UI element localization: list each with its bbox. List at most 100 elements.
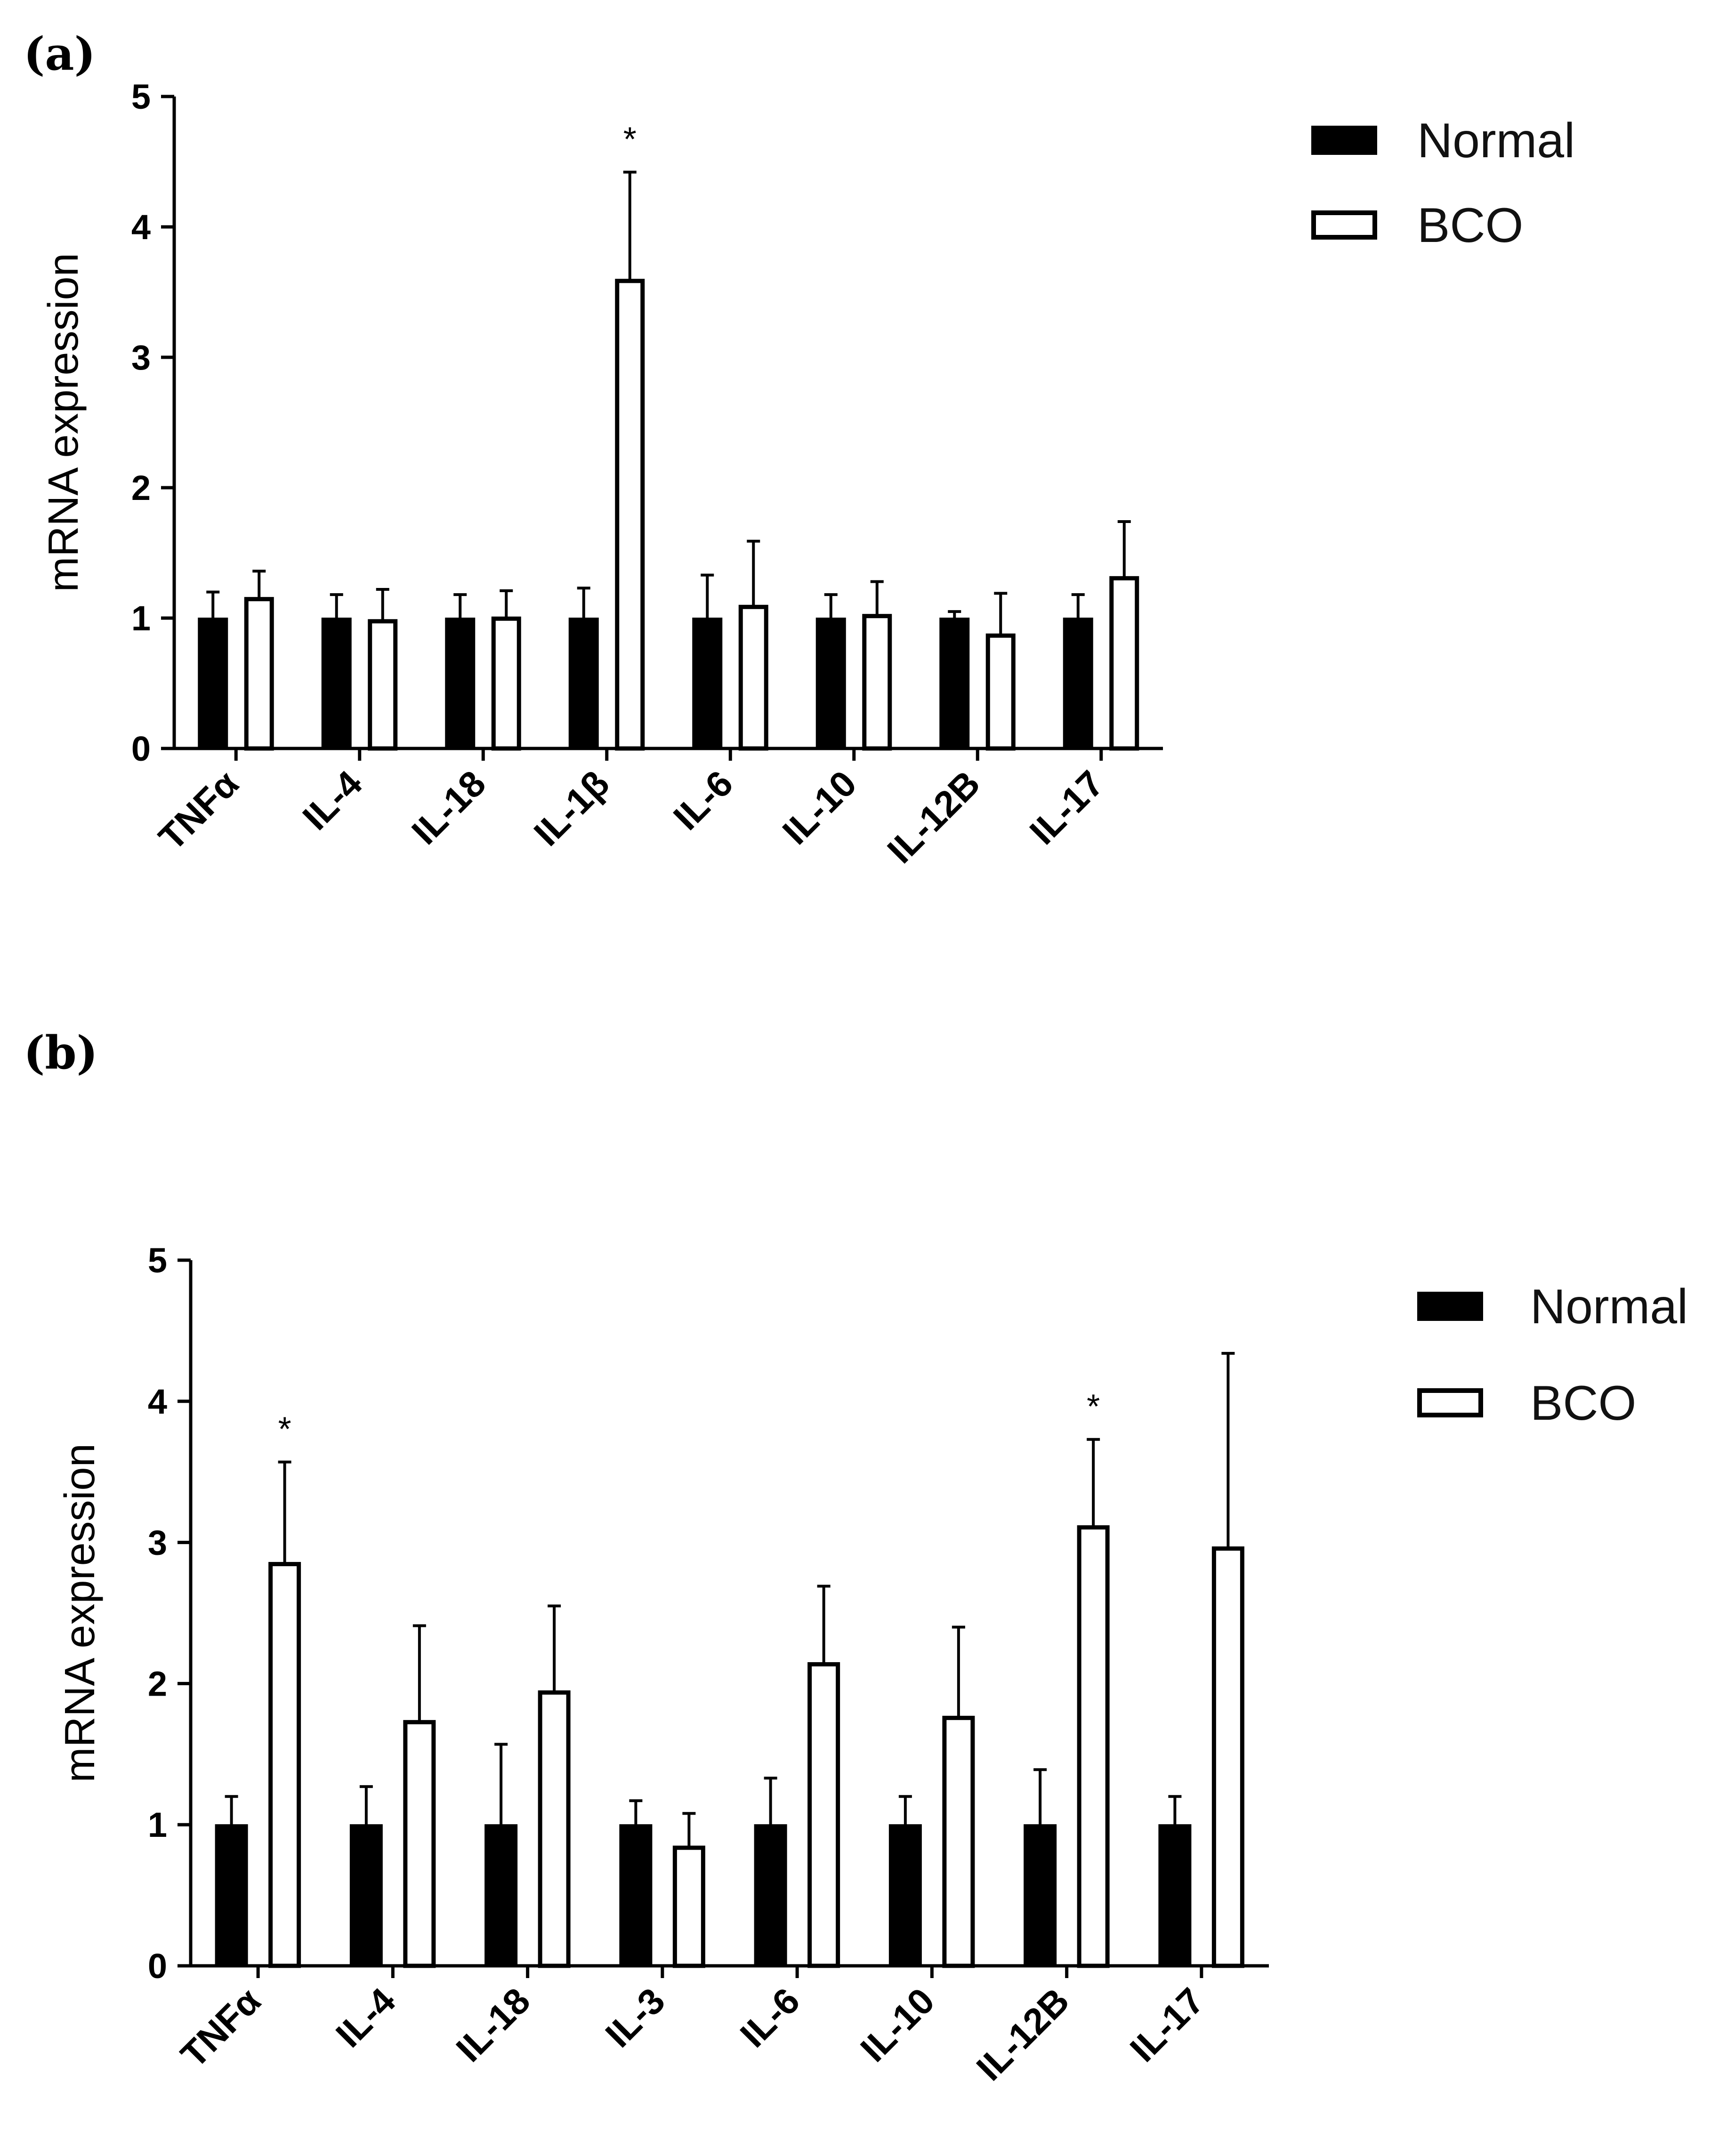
normal-bar-1 — [198, 618, 228, 749]
bco-error-bar-8 — [1117, 520, 1131, 577]
normal-error-bar-4 — [629, 1799, 643, 1825]
normal-error-bar-4 — [577, 587, 590, 618]
panel-b-legend: Normal BCO — [1417, 1279, 1688, 1431]
normal-error-bar-2 — [359, 1785, 373, 1825]
bco-error-bar-7 — [1087, 1438, 1100, 1526]
panel-a-bars — [198, 279, 1139, 751]
panel-a-legend-normal-swatch — [1311, 126, 1377, 155]
panel-a-legend-normal-label: Normal — [1417, 113, 1575, 168]
normal-bar-2 — [349, 1824, 383, 1966]
panel-a-y-ticks: 0 1 2 3 4 5 — [131, 77, 174, 768]
y-tick-label: 2 — [131, 468, 151, 507]
normal-error-bar-7 — [1033, 1768, 1047, 1825]
bco-error-bar-6 — [870, 580, 884, 614]
bco-bar-2 — [403, 1720, 436, 1968]
normal-error-bar-5 — [764, 1777, 777, 1825]
panel-a-legend-bco-label: BCO — [1417, 198, 1523, 253]
normal-bar-7 — [1024, 1824, 1057, 1966]
bco-bar-8 — [1211, 1546, 1244, 1968]
bco-error-bar-3 — [500, 589, 513, 617]
normal-error-bar-1 — [225, 1795, 238, 1825]
significance-star-1: * — [278, 1411, 291, 1448]
normal-error-bar-3 — [453, 593, 467, 618]
panel-a-legend-bco-swatch — [1311, 210, 1377, 240]
bco-error-bar-1 — [252, 570, 266, 597]
normal-bar-2 — [321, 618, 352, 749]
y-tick-label: 5 — [148, 1241, 167, 1280]
normal-error-bar-1 — [206, 590, 220, 618]
y-tick-label: 3 — [148, 1523, 167, 1562]
panel-a-label: (a) — [24, 27, 96, 80]
panel-b-significance: ** — [278, 1388, 1100, 1448]
bco-error-bar-5 — [817, 1585, 831, 1663]
normal-bar-3 — [445, 618, 476, 749]
bco-error-bar-7 — [994, 592, 1008, 634]
normal-bar-5 — [692, 618, 723, 749]
y-tick-label: 4 — [148, 1382, 167, 1421]
y-tick-label: 1 — [148, 1805, 167, 1844]
y-tick-label: 4 — [131, 208, 151, 247]
normal-error-bar-3 — [494, 1743, 508, 1825]
y-tick-label: 0 — [131, 729, 151, 768]
normal-bar-5 — [754, 1824, 787, 1966]
y-tick-label: 2 — [148, 1664, 167, 1703]
panel-a-legend: Normal BCO — [1311, 113, 1575, 253]
y-tick-label: 1 — [131, 599, 151, 638]
bco-bar-6 — [862, 614, 892, 751]
panel-b-bars — [215, 1525, 1244, 1968]
panel-b-legend-bco-label: BCO — [1530, 1376, 1636, 1431]
normal-bar-8 — [1063, 618, 1093, 749]
panel-b-legend-normal-label: Normal — [1530, 1279, 1688, 1334]
bco-bar-4 — [615, 279, 645, 751]
bco-bar-7 — [1077, 1525, 1110, 1968]
normal-error-bar-8 — [1168, 1795, 1182, 1825]
significance-star-4: * — [623, 121, 637, 159]
normal-bar-8 — [1158, 1824, 1192, 1966]
normal-bar-1 — [215, 1824, 248, 1966]
panel-b-label: (b) — [24, 1026, 98, 1079]
bco-bar-2 — [368, 619, 398, 751]
normal-bar-6 — [815, 618, 846, 749]
normal-error-bar-2 — [330, 593, 343, 618]
panel-b-y-ticks: 0 1 2 3 4 5 — [148, 1241, 191, 1986]
normal-bar-6 — [888, 1824, 922, 1966]
normal-error-bar-8 — [1071, 593, 1085, 618]
bco-bar-3 — [491, 616, 521, 751]
bco-bar-5 — [738, 604, 768, 751]
bco-bar-1 — [268, 1562, 301, 1968]
bco-error-bar-6 — [952, 1625, 965, 1716]
normal-bar-7 — [939, 618, 970, 749]
normal-error-bar-6 — [824, 593, 838, 618]
panel-a-y-label: mRNA expression — [40, 253, 87, 592]
panel-b-y-label: mRNA expression — [56, 1443, 104, 1782]
bco-bar-4 — [672, 1845, 705, 1968]
panel-b-error-bars — [225, 1352, 1235, 1846]
bco-error-bar-1 — [278, 1460, 291, 1562]
bco-error-bar-4 — [623, 170, 637, 279]
bco-error-bar-3 — [548, 1604, 561, 1691]
bco-error-bar-4 — [682, 1812, 696, 1846]
bco-error-bar-5 — [747, 539, 760, 605]
normal-error-bar-7 — [948, 610, 961, 618]
bco-bar-8 — [1109, 576, 1139, 751]
normal-bar-3 — [484, 1824, 518, 1966]
panel-b-legend-bco-swatch — [1417, 1388, 1483, 1417]
y-tick-label: 0 — [148, 1947, 167, 1986]
bco-bar-1 — [244, 597, 274, 751]
bco-error-bar-2 — [376, 588, 389, 619]
bco-bar-6 — [942, 1715, 975, 1968]
y-tick-label: 5 — [131, 77, 151, 116]
bco-error-bar-2 — [412, 1624, 426, 1721]
y-tick-label: 3 — [131, 338, 151, 377]
normal-error-bar-5 — [701, 573, 714, 618]
normal-bar-4 — [619, 1824, 653, 1966]
panel-a-significance: * — [623, 121, 637, 159]
normal-bar-4 — [568, 618, 599, 749]
bco-error-bar-8 — [1221, 1352, 1235, 1547]
panel-a-error-bars — [206, 170, 1131, 634]
normal-error-bar-6 — [898, 1795, 912, 1825]
panel-b-legend-normal-swatch — [1417, 1292, 1483, 1321]
significance-star-7: * — [1087, 1388, 1100, 1426]
bco-bar-3 — [538, 1690, 571, 1968]
